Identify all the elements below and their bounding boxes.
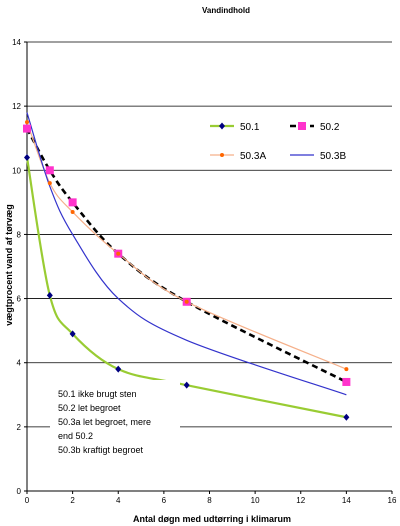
series-lines [25, 112, 347, 419]
x-tick-label-6: 6 [162, 496, 167, 505]
series-markers [23, 120, 351, 421]
y-tick-label-6: 6 [17, 295, 22, 304]
legend-marker-50.1 [219, 122, 225, 130]
x-tick-label-4: 4 [116, 496, 121, 505]
data-point-50.2-1 [45, 166, 54, 175]
legend-label-50.1: 50.1 [240, 122, 260, 133]
data-point-50.3A-5 [344, 367, 349, 372]
annotation-note: 50.1 ikke brugt sten 50.2 let begroet 50.3… [50, 380, 180, 460]
x-axis-label: Antal døgn med udtørring i klimarum [133, 514, 291, 524]
data-point-50.1-5 [343, 413, 350, 421]
annotation-line: 50.3b kraftigt begroet [58, 445, 144, 455]
data-point-50.1-3 [115, 365, 122, 373]
data-point-50.3A-2 [70, 209, 75, 214]
y-tick-label-8: 8 [17, 230, 22, 239]
data-point-50.3A-4 [184, 299, 189, 304]
legend-label-50.3A: 50.3A [240, 151, 266, 162]
x-tick-label-14: 14 [342, 496, 351, 505]
data-point-50.3A-3 [116, 251, 121, 256]
data-point-50.1-1 [46, 291, 53, 299]
y-tick-label-4: 4 [17, 359, 22, 368]
data-point-50.3A-1 [47, 181, 52, 186]
legend-marker-50.3A [220, 153, 224, 157]
annotation-line: 50.1 ikke brugt sten [58, 389, 137, 399]
data-point-50.1-4 [183, 381, 190, 389]
axes: 0 2 4 6 8 10 12 14 0 2 4 6 8 10 12 14 16 [12, 38, 397, 505]
legend-label-50.2: 50.2 [320, 122, 340, 133]
series-line-50.3A [26, 121, 347, 370]
y-tick-label-0: 0 [17, 487, 22, 496]
x-tick-label-16: 16 [388, 496, 397, 505]
data-point-50.2-5 [342, 377, 351, 386]
legend-label-50.3B: 50.3B [320, 151, 346, 162]
gridlines [27, 41, 392, 428]
data-point-50.1-0 [24, 153, 30, 161]
x-tick-label-0: 0 [25, 496, 30, 505]
annotation-box [50, 380, 180, 460]
y-axis-label: vægtprocent vand af tørvæg [4, 204, 14, 326]
series-line-50.1 [25, 157, 347, 419]
y-tick-label-10: 10 [12, 166, 21, 175]
x-tick-label-10: 10 [251, 496, 260, 505]
x-tick-label-2: 2 [70, 496, 75, 505]
y-tick-label-12: 12 [12, 102, 21, 111]
y-tick-label-14: 14 [12, 38, 21, 47]
x-tick-label-12: 12 [296, 496, 305, 505]
data-point-50.1-2 [69, 330, 76, 338]
chart-title: Vandindhold [202, 6, 250, 15]
annotation-line: end 50.2 [58, 431, 93, 441]
legend: 50.1 50.2 50.3A 50.3B [210, 122, 346, 162]
series-line-50.2 [25, 127, 347, 384]
data-point-50.2-2 [68, 198, 77, 207]
annotation-line: 50.3a let begroet, mere [58, 417, 151, 427]
x-tick-label-8: 8 [207, 496, 212, 505]
data-point-50.2-0 [23, 124, 31, 133]
data-point-50.3A-0 [25, 120, 29, 125]
annotation-line: 50.2 let begroet [58, 403, 121, 413]
y-tick-label-2: 2 [17, 423, 22, 432]
legend-marker-50.2 [298, 122, 306, 130]
